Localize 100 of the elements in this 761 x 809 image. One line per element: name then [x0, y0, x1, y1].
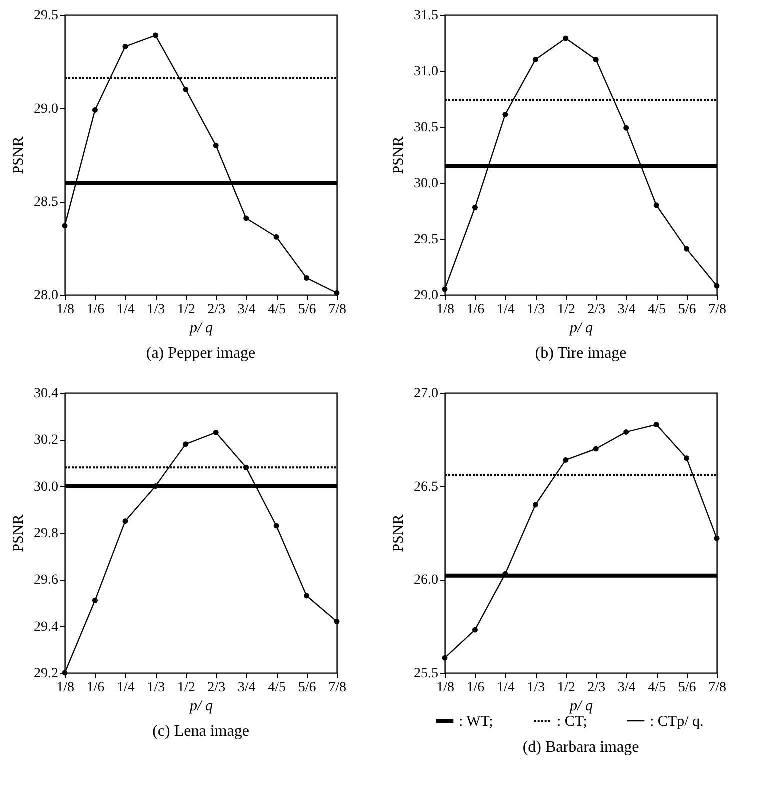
y-tick-label: 31.5	[414, 8, 438, 24]
x-tick-label: 1/4	[497, 680, 515, 696]
x-tick-label: 1/8	[56, 680, 74, 696]
x-tick-label: 1/3	[147, 680, 166, 696]
point	[624, 429, 630, 435]
x-tick-label: 1/8	[56, 302, 74, 318]
point	[213, 430, 219, 436]
y-tick-label: 29.0	[34, 102, 58, 117]
x-axis-title: p/ q	[569, 698, 594, 714]
point	[334, 290, 340, 296]
x-tick-label: 2/3	[588, 680, 606, 696]
x-tick-label: 1/8	[436, 302, 454, 318]
point	[304, 275, 310, 281]
point	[442, 286, 448, 292]
x-tick-label: 7/8	[708, 680, 726, 696]
x-tick-label: 7/8	[708, 302, 726, 318]
x-tick-label: 1/3	[147, 302, 166, 318]
point	[274, 234, 280, 240]
point	[624, 125, 630, 131]
x-axis-title: p/ q	[569, 320, 594, 336]
x-tick-label: 1/4	[117, 302, 135, 318]
x-tick-label: 4/5	[648, 680, 666, 696]
point	[274, 523, 280, 529]
point	[654, 202, 660, 208]
x-tick-label: 1/2	[177, 680, 196, 696]
text: (a) Pepper image	[146, 345, 256, 362]
point	[122, 44, 128, 50]
point	[593, 446, 599, 452]
y-tick-label: 26.5	[414, 480, 438, 495]
point	[244, 464, 250, 470]
x-tick-label: 4/5	[648, 302, 666, 318]
point	[714, 283, 720, 289]
y-tick-label: 25.5	[414, 666, 438, 682]
y-axis-title: PSNR	[391, 514, 407, 552]
x-tick-label: 1/6	[86, 680, 105, 696]
y-tick-label: 27.0	[414, 386, 438, 402]
y-tick-label: 29.4	[34, 620, 58, 635]
x-tick-label: 3/4	[238, 302, 256, 318]
y-tick-label: 29.2	[34, 666, 58, 682]
x-tick-label: 5/6	[298, 680, 316, 696]
point	[244, 216, 250, 222]
y-tick-label: 30.5	[414, 120, 438, 136]
point	[442, 655, 448, 661]
x-tick-label: 1/6	[466, 302, 485, 318]
y-tick-label: 30.0	[34, 480, 58, 495]
point	[684, 246, 690, 252]
y-tick-label: 30.4	[34, 386, 58, 402]
x-tick-label: 3/4	[238, 680, 256, 696]
point	[92, 598, 98, 604]
x-tick-label: 4/5	[268, 302, 286, 318]
y-tick-label: 30.2	[34, 433, 58, 448]
x-tick-label: 3/4	[618, 680, 636, 696]
point	[62, 223, 68, 229]
point	[183, 442, 189, 448]
x-tick-label: 2/3	[208, 302, 226, 318]
x-tick-label: 5/6	[298, 302, 316, 318]
x-axis-title: p/ q	[189, 320, 214, 336]
y-tick-label: 29.8	[34, 526, 58, 542]
point	[92, 107, 98, 113]
point	[472, 204, 478, 210]
point	[213, 142, 219, 148]
y-tick-label: 29.5	[34, 8, 58, 24]
y-tick-label: 28.5	[34, 195, 58, 210]
x-tick-label: 1/2	[557, 680, 576, 696]
point	[304, 593, 310, 599]
y-tick-label: 29.6	[34, 573, 58, 588]
point	[654, 422, 660, 428]
x-tick-label: 1/6	[86, 302, 105, 318]
legend-label: : CTp/ q.	[650, 714, 704, 730]
x-tick-label: 1/3	[527, 680, 546, 696]
point	[532, 57, 538, 63]
point	[502, 112, 508, 118]
x-tick-label: 7/8	[328, 302, 346, 318]
y-axis-title: PSNR	[11, 514, 27, 552]
y-tick-label: 28.0	[34, 288, 58, 304]
x-tick-label: 1/3	[527, 302, 546, 318]
text: (b) Tire image	[535, 345, 627, 362]
point	[472, 627, 478, 633]
point	[714, 536, 720, 542]
point	[593, 57, 599, 63]
point	[183, 86, 189, 92]
point	[563, 36, 569, 42]
legend-label: : CT;	[557, 714, 588, 730]
point	[334, 618, 340, 624]
x-tick-label: 4/5	[268, 680, 286, 696]
point	[684, 456, 690, 462]
x-tick-label: 1/6	[466, 680, 485, 696]
point	[532, 502, 538, 508]
point	[122, 518, 128, 524]
x-tick-label: 2/3	[588, 302, 606, 318]
x-tick-label: 1/8	[436, 680, 454, 696]
y-axis-title: PSNR	[391, 136, 407, 174]
point	[152, 32, 158, 38]
x-tick-label: 1/2	[177, 302, 196, 318]
y-tick-label: 29.0	[414, 288, 438, 304]
x-axis-title: p/ q	[189, 698, 214, 714]
text: (d) Barbara image	[522, 739, 640, 756]
x-tick-label: 1/4	[497, 302, 515, 318]
x-tick-label: 1/2	[557, 302, 576, 318]
x-tick-label: 5/6	[678, 680, 696, 696]
